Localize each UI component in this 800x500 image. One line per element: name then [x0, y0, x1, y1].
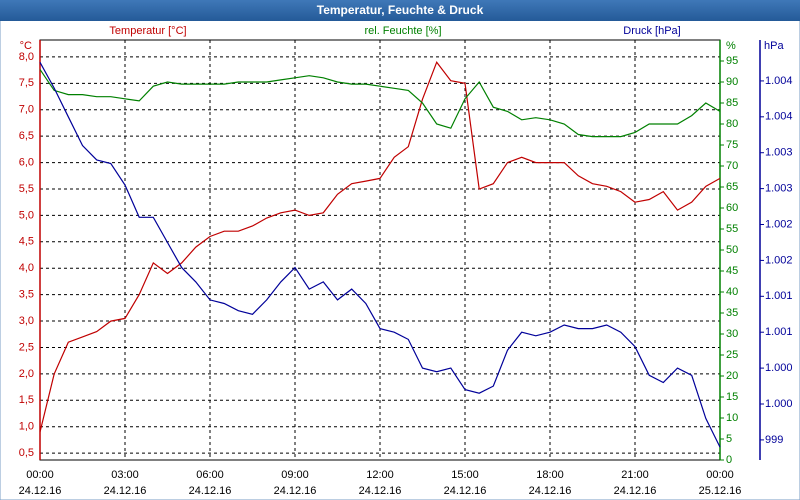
series-line [39, 62, 721, 448]
y-tick-label: 1,5 [19, 394, 34, 406]
y3-tick-label: 1.003 [765, 147, 793, 159]
x-tick-date: 24.12.16 [274, 485, 317, 497]
y-tick-label: 2,0 [19, 368, 34, 380]
y2-tick-label: 70 [726, 160, 738, 172]
x-tick-label: 00:00 [706, 469, 734, 481]
y2-tick-label: 80 [726, 118, 738, 130]
x-tick-label: 18:00 [536, 469, 564, 481]
x-tick-date: 24.12.16 [359, 485, 402, 497]
y3-tick-label: 1.000 [765, 398, 793, 410]
y3-tick-label: 1.000 [765, 362, 793, 374]
y2-tick-label: 20 [726, 370, 738, 382]
series-line [39, 60, 721, 433]
x-tick-date: 25.12.16 [699, 485, 742, 497]
x-tick-date: 24.12.16 [529, 485, 572, 497]
y-tick-label: 5,5 [19, 183, 34, 195]
x-tick-label: 06:00 [196, 469, 224, 481]
x-tick-date: 24.12.16 [189, 485, 232, 497]
y2-tick-label: 10 [726, 412, 738, 424]
y2-tick-label: 75 [726, 139, 738, 151]
y-tick-label: 4,0 [19, 262, 34, 274]
x-tick-label: 09:00 [281, 469, 309, 481]
y2-tick-label: 25 [726, 349, 738, 361]
y-tick-label: 5,0 [19, 209, 34, 221]
y3-axis-title: hPa [764, 40, 784, 52]
y2-tick-label: 0 [726, 454, 732, 466]
y2-tick-label: 85 [726, 97, 738, 109]
x-tick-label: 21:00 [621, 469, 649, 481]
y-tick-label: 8,0 [19, 51, 34, 63]
y-tick-label: 7,5 [19, 77, 34, 89]
y3-tick-label: 1.003 [765, 183, 793, 195]
y3-tick-label: 1.002 [765, 254, 793, 266]
y2-tick-label: 50 [726, 244, 738, 256]
y-axis-title: °C [20, 40, 32, 52]
y2-tick-label: 60 [726, 202, 738, 214]
y-tick-label: 7,0 [19, 104, 34, 116]
y2-tick-label: 15 [726, 391, 738, 403]
legend-entry: rel. Feuchte [%] [364, 25, 441, 37]
y-tick-label: 4,5 [19, 236, 34, 248]
y2-axis-title: % [726, 40, 736, 52]
x-tick-label: 15:00 [451, 469, 479, 481]
title-bar [0, 0, 800, 21]
y2-tick-label: 65 [726, 181, 738, 193]
y-tick-label: 3,0 [19, 315, 34, 327]
y-tick-label: 0,5 [19, 447, 34, 459]
x-tick-date: 24.12.16 [614, 485, 657, 497]
y3-tick-label: 1.004 [765, 111, 793, 123]
y2-tick-label: 55 [726, 223, 738, 235]
y-tick-label: 1,0 [19, 421, 34, 433]
y-tick-label: 3,5 [19, 289, 34, 301]
y-tick-label: 6,0 [19, 156, 34, 168]
y2-tick-label: 95 [726, 55, 738, 67]
y3-tick-label: 1.001 [765, 290, 793, 302]
series-line [39, 69, 721, 138]
y-tick-label: 6,5 [19, 130, 34, 142]
y2-tick-label: 45 [726, 265, 738, 277]
y3-tick-label: 1.001 [765, 326, 793, 338]
legend-entry: Druck [hPa] [623, 25, 680, 37]
x-tick-label: 12:00 [366, 469, 394, 481]
x-tick-date: 24.12.16 [104, 485, 147, 497]
y2-tick-label: 5 [726, 433, 732, 445]
y3-tick-label: 999 [765, 434, 783, 446]
y3-tick-label: 1.002 [765, 218, 793, 230]
x-tick-date: 24.12.16 [19, 485, 62, 497]
y2-tick-label: 90 [726, 76, 738, 88]
chart-title: Temperatur, Feuchte & Druck [317, 3, 484, 17]
y2-tick-label: 35 [726, 307, 738, 319]
y2-tick-label: 40 [726, 286, 738, 298]
x-tick-label: 03:00 [111, 469, 139, 481]
y3-tick-label: 1.004 [765, 75, 793, 87]
x-tick-label: 00:00 [26, 469, 54, 481]
x-tick-date: 24.12.16 [444, 485, 487, 497]
y-tick-label: 2,5 [19, 341, 34, 353]
legend-entry: Temperatur [°C] [109, 25, 186, 37]
y2-tick-label: 30 [726, 328, 738, 340]
